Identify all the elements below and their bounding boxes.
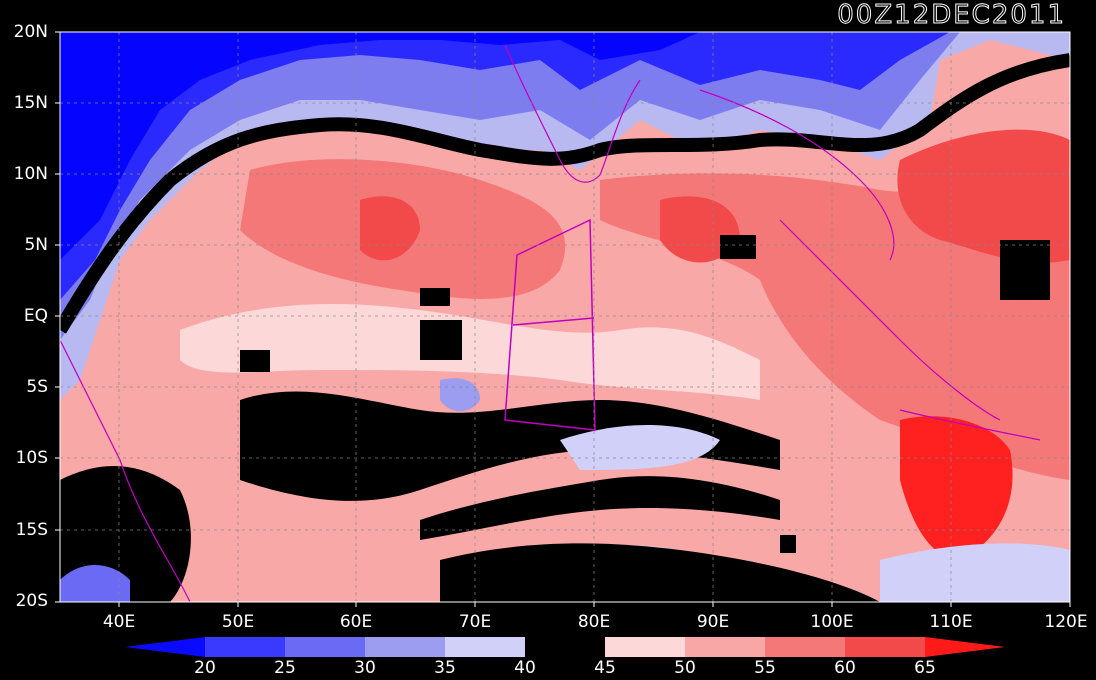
colorbar-tick-label: 30 bbox=[354, 658, 376, 678]
study-box-outline bbox=[504, 218, 596, 431]
south-black-band-3 bbox=[440, 543, 880, 602]
lon-label-80e: 80E bbox=[577, 612, 611, 632]
colorbar-max-arrow bbox=[925, 637, 1005, 657]
colorbar-swatch bbox=[285, 637, 366, 657]
colorbar-swatch bbox=[605, 637, 686, 657]
lat-label-20n: 20N bbox=[13, 22, 48, 42]
south-blue-patch-a bbox=[560, 425, 720, 470]
study-box-divider bbox=[512, 317, 595, 326]
colorbar-tick-label: 40 bbox=[514, 658, 536, 678]
colorbar-tick-label: 60 bbox=[834, 658, 856, 678]
lon-label-60e: 60E bbox=[339, 612, 373, 632]
colorbar bbox=[125, 637, 1005, 657]
lon-label-40e: 40E bbox=[102, 612, 136, 632]
lat-label-15n: 15N bbox=[13, 93, 48, 113]
colorbar-swatch bbox=[525, 637, 606, 657]
coastline-southeast-asia bbox=[699, 89, 895, 261]
colorbar-swatch bbox=[445, 637, 526, 657]
colorbar-tick-label: 55 bbox=[754, 658, 776, 678]
lat-label-10n: 10N bbox=[13, 164, 48, 184]
pink-band-central bbox=[180, 304, 760, 400]
coastline-sumatra bbox=[779, 219, 1001, 421]
plot-frame bbox=[59, 31, 1071, 603]
lon-label-100e: 100E bbox=[810, 612, 854, 632]
colorbar-tick-label: 35 bbox=[434, 658, 456, 678]
south-blue-patch-b bbox=[440, 378, 480, 412]
lon-label-50e: 50E bbox=[221, 612, 255, 632]
lat-label-5n: 5N bbox=[24, 235, 48, 255]
colorbar-tick-label: 65 bbox=[914, 658, 936, 678]
lon-label-120e: 120E bbox=[1044, 612, 1088, 632]
lat-label-eq: EQ bbox=[23, 306, 48, 326]
black-cell bbox=[1000, 240, 1050, 300]
equatorial-deep-red bbox=[897, 129, 1070, 263]
lon-label-70e: 70E bbox=[458, 612, 492, 632]
north-black-band bbox=[60, 53, 1070, 334]
black-cell bbox=[420, 288, 450, 306]
lat-label-5s: 5S bbox=[26, 377, 48, 397]
south-east-blue bbox=[880, 543, 1070, 602]
colorbar-tick-label: 50 bbox=[674, 658, 696, 678]
north-low-values-region bbox=[60, 32, 1070, 400]
colorbar-swatch bbox=[685, 637, 766, 657]
black-cell bbox=[240, 350, 270, 372]
axis-ticks bbox=[55, 31, 1071, 607]
colorbar-swatch bbox=[765, 637, 846, 657]
south-black-band-2 bbox=[420, 476, 780, 540]
colorbar-tick-label: 20 bbox=[194, 658, 216, 678]
lon-label-110e: 110E bbox=[929, 612, 973, 632]
black-cell bbox=[720, 235, 756, 259]
colorbar-tick-label: 25 bbox=[274, 658, 296, 678]
red-core-a bbox=[360, 196, 420, 261]
colorbar-swatch bbox=[205, 637, 286, 657]
colorbar-swatch bbox=[365, 637, 446, 657]
coastline-africa bbox=[60, 339, 191, 602]
colorbar-tick-label: 45 bbox=[594, 658, 616, 678]
lat-label-10s: 10S bbox=[15, 448, 48, 468]
colorbar-swatch bbox=[845, 637, 926, 657]
gridlines bbox=[60, 32, 1070, 602]
map-plot-area bbox=[60, 32, 1070, 602]
south-west-blue bbox=[60, 565, 130, 602]
map-timestamp-title: 00Z12DEC2011 bbox=[837, 0, 1066, 31]
black-cell bbox=[780, 535, 796, 553]
lon-label-90e: 90E bbox=[696, 612, 730, 632]
lat-label-15s: 15S bbox=[15, 520, 48, 540]
south-black-band bbox=[240, 391, 780, 501]
lat-label-20s: 20S bbox=[15, 591, 48, 611]
colorbar-min-arrow bbox=[125, 637, 205, 657]
north-blue-deepest bbox=[60, 32, 700, 260]
coastline-java bbox=[899, 409, 1041, 441]
black-cell bbox=[420, 320, 462, 360]
coastline-india bbox=[504, 44, 641, 183]
south-deep-red bbox=[900, 416, 1013, 560]
